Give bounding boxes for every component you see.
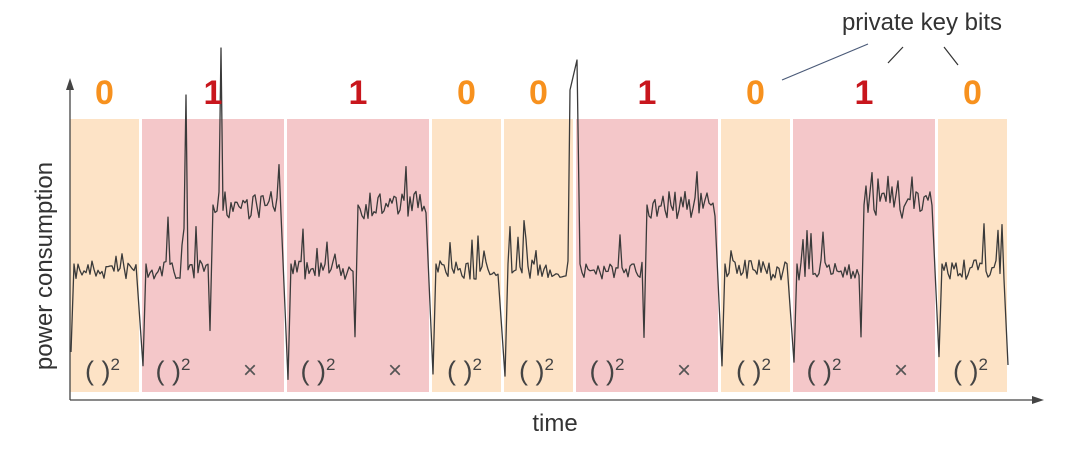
square-op-base: ( )	[953, 356, 978, 386]
square-op-label: ( )2	[807, 355, 842, 386]
segments-layer	[70, 119, 1007, 392]
square-op-base: ( )	[447, 356, 472, 386]
square-op-exponent: 2	[615, 355, 624, 374]
annotation-layer: private key bits	[781, 9, 1002, 81]
square-op-exponent: 2	[545, 355, 554, 374]
square-op-base: ( )	[807, 356, 832, 386]
segment-bit-1-box	[142, 119, 284, 392]
square-op-base: ( )	[590, 356, 615, 386]
key-bit-label: 1	[204, 74, 223, 112]
axes-layer: time power consumption	[31, 78, 1044, 437]
multiply-op-label: ×	[677, 357, 691, 384]
square-op-base: ( )	[85, 356, 110, 386]
segment-bit-0-box	[432, 119, 501, 392]
segment-bit-0-box	[504, 119, 573, 392]
multiply-op-label: ×	[243, 357, 257, 384]
square-op-base: ( )	[156, 356, 181, 386]
segment-bit-0-box	[70, 119, 139, 392]
key-bit-label: 1	[638, 74, 657, 112]
square-op-exponent: 2	[832, 355, 841, 374]
square-op-exponent: 2	[979, 355, 988, 374]
key-bit-label: 0	[963, 74, 982, 112]
power-trace	[70, 47, 1009, 380]
private-key-bits-annotation: private key bits	[842, 9, 1002, 36]
annotation-leader-line	[887, 46, 904, 64]
key-bit-label: 0	[457, 74, 476, 112]
trace-layer	[70, 47, 1009, 380]
square-op-label: ( )2	[519, 355, 554, 386]
key-bit-label: 1	[855, 74, 874, 112]
segment-bit-0-box	[938, 119, 1007, 392]
square-op-exponent: 2	[473, 355, 482, 374]
key-bit-label: 0	[95, 74, 114, 112]
square-op-label: ( )2	[447, 355, 482, 386]
square-op-exponent: 2	[326, 355, 335, 374]
square-op-label: ( )2	[590, 355, 625, 386]
square-op-exponent: 2	[111, 355, 120, 374]
multiply-op-label: ×	[894, 357, 908, 384]
square-op-label: ( )2	[736, 355, 771, 386]
square-op-label: ( )2	[301, 355, 336, 386]
square-op-exponent: 2	[762, 355, 771, 374]
key-bit-label: 1	[349, 74, 368, 112]
square-op-label: ( )2	[85, 355, 120, 386]
segment-bit-1-box	[576, 119, 718, 392]
x-axis-arrow-icon	[1032, 396, 1044, 404]
square-op-base: ( )	[519, 356, 544, 386]
square-op-base: ( )	[736, 356, 761, 386]
square-op-exponent: 2	[181, 355, 190, 374]
square-op-base: ( )	[301, 356, 326, 386]
key-bit-label: 0	[746, 74, 765, 112]
segment-bit-1-box	[793, 119, 935, 392]
labels-layer: 0( )21( )2 ×1( )2 ×0( )20( )21( )2 ×0( )21(…	[85, 74, 988, 386]
segment-bit-1-box	[287, 119, 429, 392]
square-op-label: ( )2	[953, 355, 988, 386]
multiply-op-label: ×	[388, 357, 402, 384]
square-op-label: ( )2	[156, 355, 191, 386]
y-axis-arrow-icon	[66, 78, 74, 90]
x-axis-label: time	[532, 410, 577, 437]
annotation-leader-line	[781, 43, 869, 81]
annotation-leader-line	[943, 46, 959, 66]
key-bit-label: 0	[529, 74, 548, 112]
y-axis-label: power consumption	[31, 162, 58, 370]
